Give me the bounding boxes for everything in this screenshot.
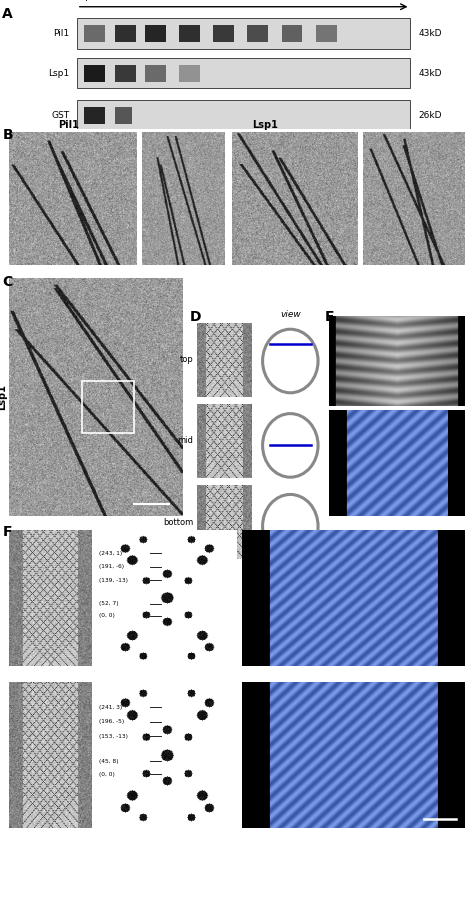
Bar <box>247 25 268 42</box>
Text: (196, -5): (196, -5) <box>99 719 124 725</box>
Bar <box>145 25 166 42</box>
Text: mid: mid <box>178 436 193 445</box>
Bar <box>115 107 132 124</box>
Text: Lsp1: Lsp1 <box>253 120 278 130</box>
Text: D: D <box>190 310 201 324</box>
Bar <box>84 25 105 42</box>
Text: C: C <box>2 275 13 289</box>
Bar <box>77 19 410 48</box>
Text: Pil1: Pil1 <box>53 29 69 38</box>
Text: Lsp1: Lsp1 <box>48 69 69 78</box>
Bar <box>316 25 337 42</box>
Bar <box>145 65 166 82</box>
Bar <box>115 65 136 82</box>
Text: GST: GST <box>51 110 69 119</box>
Text: E: E <box>325 310 334 324</box>
Bar <box>282 25 302 42</box>
Text: (191, -6): (191, -6) <box>99 564 124 569</box>
Text: Pil1: Pil1 <box>58 120 79 130</box>
Bar <box>82 381 134 433</box>
Text: top: top <box>180 355 193 364</box>
Text: B: B <box>2 128 13 143</box>
Text: bottom: bottom <box>163 518 193 527</box>
Text: (139, -13): (139, -13) <box>99 577 128 583</box>
Bar <box>77 101 410 130</box>
Text: bottom: bottom <box>378 0 410 1</box>
Bar <box>77 58 410 89</box>
Text: (52, 7): (52, 7) <box>99 601 118 606</box>
Text: view: view <box>280 310 301 319</box>
Bar <box>84 107 105 124</box>
Bar <box>115 25 136 42</box>
Text: Lsp1: Lsp1 <box>0 384 8 409</box>
Bar <box>84 65 105 82</box>
Text: (153, -13): (153, -13) <box>99 734 128 739</box>
Text: 43kD: 43kD <box>418 69 442 78</box>
Bar <box>213 25 234 42</box>
Text: top: top <box>77 0 91 1</box>
Text: A: A <box>2 7 13 22</box>
Text: (243, 1): (243, 1) <box>99 550 122 556</box>
Bar <box>179 65 200 82</box>
Text: (0, 0): (0, 0) <box>99 613 114 619</box>
Text: F: F <box>2 525 12 540</box>
Text: (241, 3): (241, 3) <box>99 705 122 709</box>
Text: (0, 0): (0, 0) <box>99 771 114 777</box>
Text: 26kD: 26kD <box>418 110 442 119</box>
Text: (45, 8): (45, 8) <box>99 759 118 763</box>
Bar <box>179 25 200 42</box>
Text: 43kD: 43kD <box>418 29 442 38</box>
